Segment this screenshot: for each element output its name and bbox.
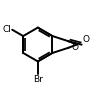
Text: O: O xyxy=(83,35,90,44)
Text: Br: Br xyxy=(33,75,43,84)
Text: Cl: Cl xyxy=(2,25,11,34)
Text: O: O xyxy=(71,43,78,52)
